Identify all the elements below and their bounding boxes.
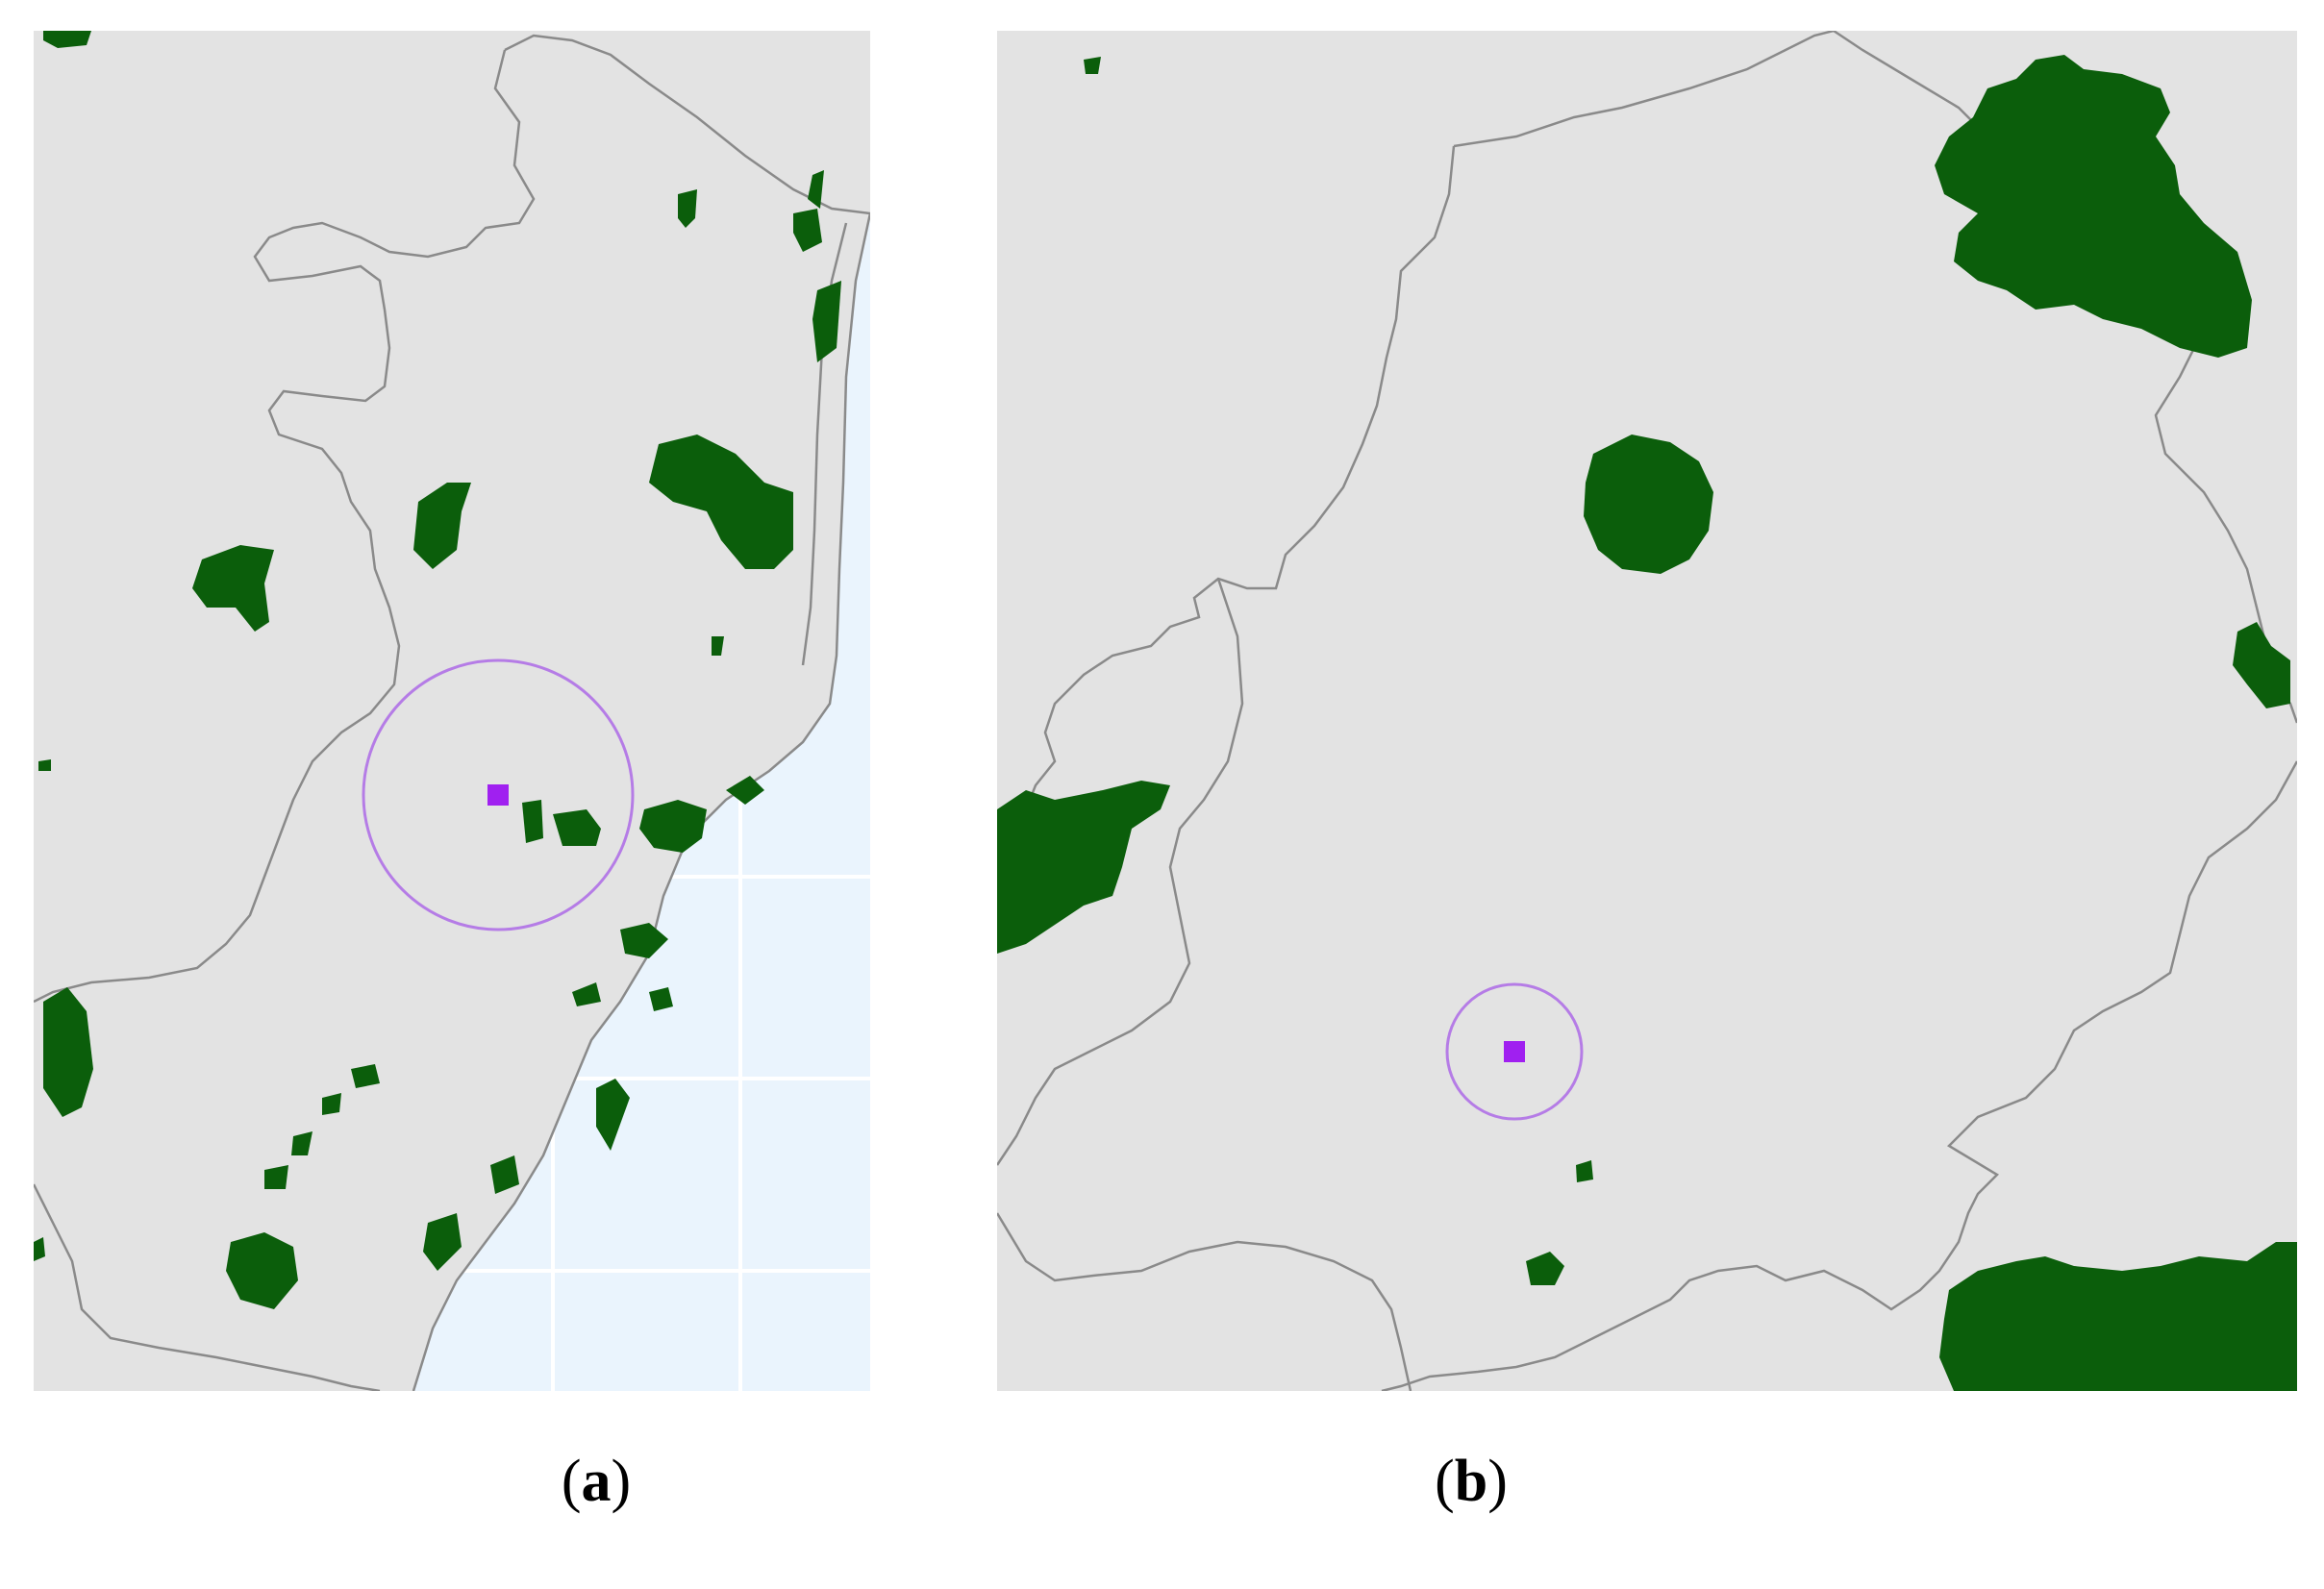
buffer-ring bbox=[1445, 982, 1584, 1121]
protected-area bbox=[1576, 1160, 1593, 1182]
caption-b: (b) bbox=[1375, 1452, 1567, 1511]
protected-area bbox=[808, 170, 824, 209]
caption-open: ( bbox=[561, 1449, 582, 1514]
protected-area bbox=[726, 776, 764, 805]
protected-area bbox=[192, 545, 274, 632]
coastline bbox=[412, 212, 870, 1391]
caption-open: ( bbox=[1435, 1449, 1455, 1514]
caption-label: b bbox=[1454, 1449, 1488, 1514]
protected-area bbox=[38, 759, 51, 771]
protected-area bbox=[43, 987, 93, 1117]
protected-area bbox=[712, 636, 724, 656]
caption-label: a bbox=[581, 1449, 612, 1514]
caption-close: ) bbox=[611, 1449, 632, 1514]
protected-area bbox=[264, 1165, 288, 1189]
site-marker bbox=[487, 784, 509, 806]
protected-area bbox=[226, 1232, 298, 1309]
protected-area bbox=[34, 1237, 45, 1261]
protected-area bbox=[322, 1093, 341, 1115]
protected-area bbox=[1939, 1242, 2297, 1391]
protected-area bbox=[620, 923, 668, 958]
map-panel-a bbox=[34, 31, 870, 1391]
caption-a: (a) bbox=[500, 1452, 692, 1511]
protected-area bbox=[490, 1155, 519, 1194]
protected-area bbox=[649, 987, 673, 1011]
caption-close: ) bbox=[1487, 1449, 1508, 1514]
map-a-svg bbox=[34, 31, 870, 1391]
buffer-ring bbox=[362, 658, 635, 931]
protected-area bbox=[2233, 622, 2290, 708]
protected-area bbox=[1526, 1252, 1564, 1285]
map-panel-b bbox=[997, 31, 2297, 1391]
protected-area bbox=[812, 281, 841, 362]
protected-areas bbox=[34, 31, 841, 1309]
protected-area bbox=[997, 781, 1170, 954]
protected-area bbox=[596, 1079, 630, 1151]
protected-area bbox=[423, 1213, 462, 1271]
protected-area bbox=[351, 1064, 380, 1088]
protected-area bbox=[1935, 55, 2252, 358]
map-b-svg bbox=[997, 31, 2297, 1391]
protected-area bbox=[522, 800, 543, 843]
protected-area bbox=[1084, 57, 1101, 74]
protected-area bbox=[639, 800, 707, 853]
protected-area bbox=[291, 1131, 312, 1155]
land-mass bbox=[34, 31, 870, 1391]
protected-area bbox=[413, 483, 471, 569]
protected-area bbox=[1584, 434, 1713, 574]
protected-area bbox=[793, 209, 822, 252]
protected-areas bbox=[997, 55, 2297, 1391]
protected-area bbox=[43, 31, 91, 48]
protected-area bbox=[649, 434, 793, 569]
protected-area bbox=[678, 189, 697, 228]
protected-area bbox=[572, 982, 601, 1006]
protected-area bbox=[553, 809, 601, 846]
site-marker bbox=[1504, 1041, 1525, 1062]
